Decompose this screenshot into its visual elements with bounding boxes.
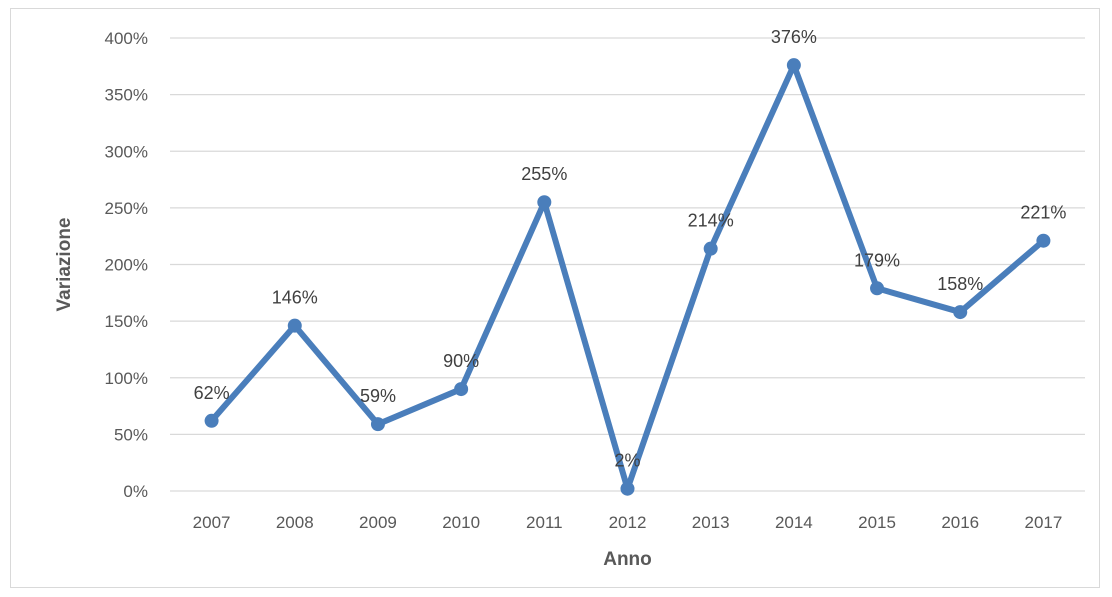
data-label: 221% <box>1020 203 1066 223</box>
data-point <box>953 305 968 320</box>
x-tick-label: 2012 <box>609 513 647 532</box>
data-label: 376% <box>771 27 817 47</box>
y-tick-label: 100% <box>105 369 148 388</box>
y-axis-title: Variazione <box>54 218 75 312</box>
data-point <box>454 382 469 397</box>
data-point <box>204 413 219 428</box>
y-tick-label: 0% <box>123 482 148 501</box>
y-tick-label: 50% <box>114 425 148 444</box>
x-tick-label: 2017 <box>1024 513 1062 532</box>
x-axis-tick-labels: 2007 2008 2009 2010 2011 2012 2013 2014 2015 2016… <box>193 513 1063 532</box>
series-polyline <box>208 62 1047 492</box>
data-point <box>370 417 385 432</box>
y-tick-label: 350% <box>105 86 148 105</box>
y-tick-label: 300% <box>105 142 148 161</box>
data-label: 179% <box>854 250 900 270</box>
y-tick-label: 150% <box>105 312 148 331</box>
x-axis-title: Anno <box>603 549 652 570</box>
x-tick-label: 2015 <box>858 513 896 532</box>
x-tick-label: 2011 <box>526 513 563 532</box>
data-label: 2% <box>614 451 640 471</box>
x-tick-label: 2008 <box>276 513 314 532</box>
x-tick-label: 2010 <box>442 513 480 532</box>
data-label: 255% <box>521 164 567 184</box>
data-label: 158% <box>937 274 983 294</box>
data-point <box>1036 233 1051 248</box>
gridlines <box>170 37 1085 492</box>
data-point <box>870 281 885 296</box>
series-line <box>208 62 1047 492</box>
data-point <box>703 241 718 256</box>
y-tick-label: 250% <box>105 199 148 218</box>
x-tick-label: 2009 <box>359 513 397 532</box>
data-point <box>287 318 302 333</box>
data-point <box>537 195 552 210</box>
x-tick-label: 2013 <box>692 513 730 532</box>
y-tick-label: 200% <box>105 256 148 275</box>
data-label: 90% <box>443 351 479 371</box>
data-label: 59% <box>360 386 396 406</box>
x-tick-label: 2016 <box>941 513 979 532</box>
x-tick-label: 2014 <box>775 513 813 532</box>
y-axis-tick-labels: 0% 50% 100% 150% 200% 250% 300% 350% 400% <box>105 29 148 501</box>
data-labels: 62% 146% 59% 90% 255% 2% 214% 376% 179% 158% 221% <box>194 27 1067 471</box>
series-markers <box>204 58 1051 496</box>
y-tick-label: 400% <box>105 29 148 48</box>
x-tick-label: 2007 <box>193 513 231 532</box>
data-label: 146% <box>272 288 318 308</box>
data-label: 62% <box>194 383 230 403</box>
data-label: 214% <box>688 211 734 231</box>
data-point <box>620 481 635 496</box>
data-point <box>786 58 801 73</box>
